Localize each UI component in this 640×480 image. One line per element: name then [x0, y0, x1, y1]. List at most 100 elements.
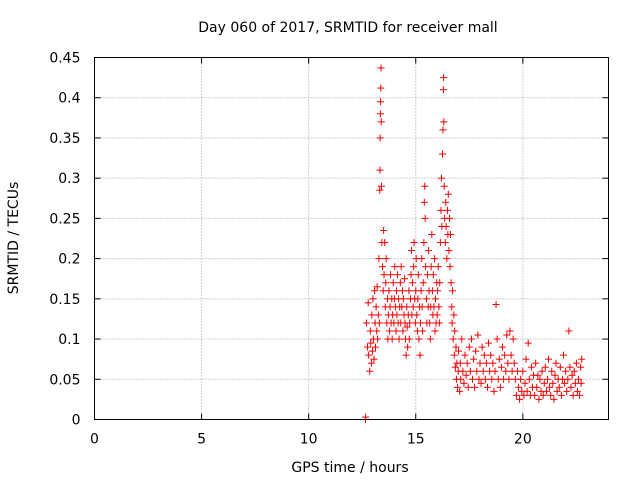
data-point [419, 279, 427, 287]
data-point [495, 355, 503, 363]
data-point [450, 311, 458, 319]
data-point [382, 279, 390, 287]
data-point [374, 311, 382, 319]
data-point [573, 387, 581, 395]
data-point [431, 255, 439, 263]
data-point [419, 327, 427, 335]
data-point [553, 387, 561, 395]
data-point [538, 367, 546, 375]
data-point [515, 383, 523, 391]
x-tick-label: 20 [514, 432, 532, 448]
chart-title: Day 060 of 2017, SRMTID for receiver mal… [198, 20, 497, 36]
data-point [522, 355, 530, 363]
data-point [367, 339, 375, 347]
data-point [441, 239, 449, 247]
data-point [392, 327, 400, 335]
data-point [396, 279, 404, 287]
data-point [455, 347, 463, 355]
data-point [490, 387, 498, 395]
y-tick-label: 0.2 [58, 252, 80, 268]
data-point [503, 331, 511, 339]
data-point [399, 295, 407, 303]
data-point [385, 287, 393, 295]
data-point [496, 383, 504, 391]
y-tick-label: 0.15 [49, 292, 80, 308]
data-point [380, 271, 388, 279]
data-point [398, 287, 406, 295]
data-point [572, 359, 580, 367]
data-point [443, 255, 451, 263]
data-point [467, 335, 475, 343]
data-point [510, 359, 518, 367]
data-point [373, 283, 381, 291]
data-point [369, 295, 377, 303]
data-point [437, 206, 445, 214]
data-point [377, 98, 385, 106]
data-point [428, 230, 436, 238]
data-point [498, 343, 506, 351]
data-point [418, 303, 426, 311]
data-point [520, 391, 528, 399]
data-point [448, 303, 456, 311]
data-point [539, 391, 547, 399]
data-point [377, 84, 385, 92]
data-point [405, 287, 413, 295]
data-point [521, 379, 529, 387]
data-point [439, 126, 447, 134]
data-point [433, 311, 441, 319]
data-point [552, 359, 560, 367]
data-point [407, 271, 415, 279]
data-point [505, 375, 513, 383]
data-point [568, 371, 576, 379]
data-point [375, 319, 383, 327]
data-point [427, 263, 435, 271]
data-point [476, 359, 484, 367]
data-point [436, 279, 444, 287]
data-point [393, 311, 401, 319]
data-point [386, 327, 394, 335]
data-point [371, 343, 379, 351]
data-point [562, 367, 570, 375]
data-point [575, 375, 583, 383]
data-point [556, 363, 564, 371]
data-point [527, 363, 535, 371]
data-point [493, 335, 501, 343]
data-point [551, 371, 559, 379]
data-point [535, 395, 543, 403]
data-point [479, 367, 487, 375]
data-point [550, 395, 558, 403]
data-point [376, 166, 384, 174]
data-point [567, 383, 575, 391]
data-point [517, 375, 525, 383]
data-point [389, 279, 397, 287]
data-point [429, 271, 437, 279]
data-point [549, 379, 557, 387]
data-point [451, 363, 459, 371]
data-point [418, 255, 426, 263]
data-point [437, 174, 445, 182]
data-point [446, 263, 454, 271]
data-point [377, 118, 385, 126]
x-tick-label: 0 [90, 432, 99, 448]
data-point [439, 150, 447, 158]
data-point [523, 387, 531, 395]
data-point [370, 355, 378, 363]
data-point [555, 383, 563, 391]
data-point [435, 319, 443, 327]
data-point [471, 383, 479, 391]
data-point [399, 327, 407, 335]
data-point [450, 351, 458, 359]
data-point [386, 271, 394, 279]
data-point [375, 255, 383, 263]
x-axis-label: GPS time / hours [291, 460, 408, 476]
data-point [368, 311, 376, 319]
data-point [491, 367, 499, 375]
data-point [489, 359, 497, 367]
data-point [373, 327, 381, 335]
data-point [403, 303, 411, 311]
data-point [569, 391, 577, 399]
data-point [485, 339, 493, 347]
data-point [449, 335, 457, 343]
data-point [542, 387, 550, 395]
data-point [365, 351, 373, 359]
